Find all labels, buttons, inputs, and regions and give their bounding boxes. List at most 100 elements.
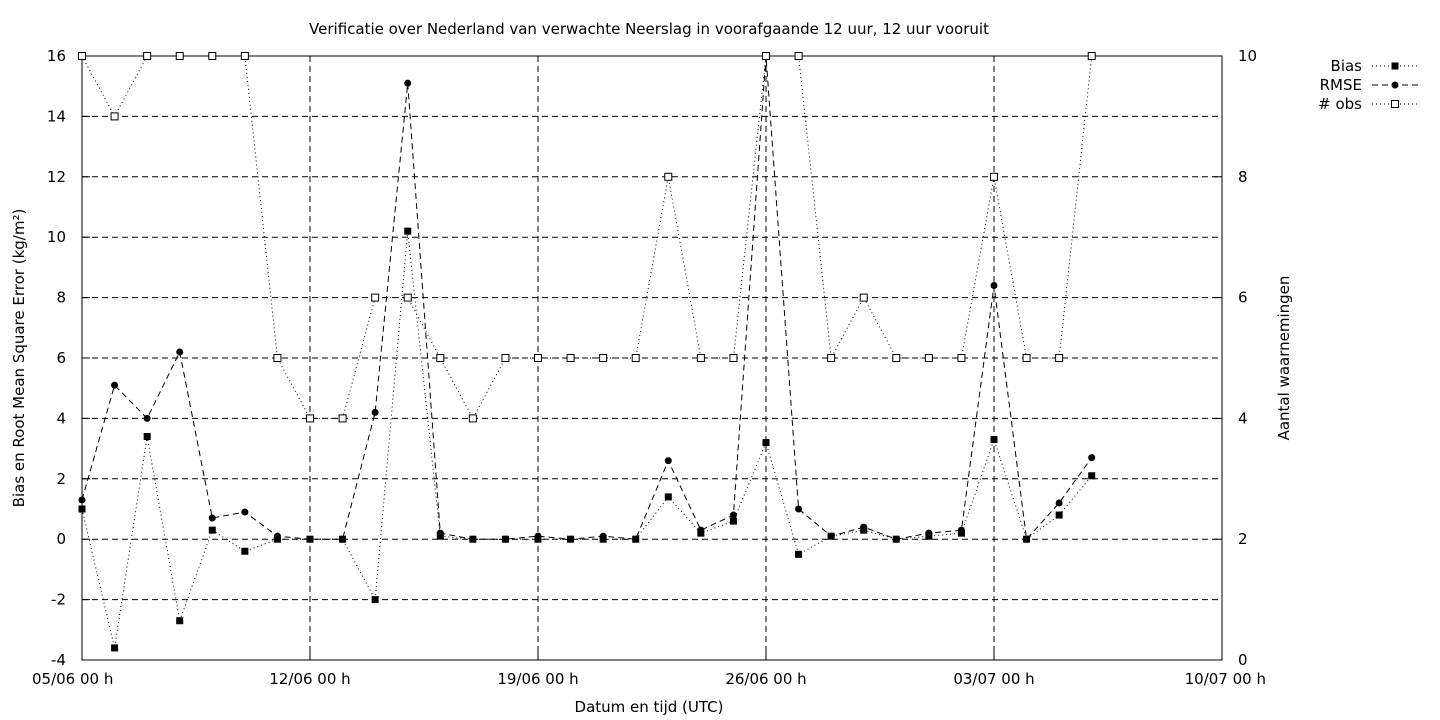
y2-tick-label: 0 [1238,651,1248,669]
legend-label-bias: Bias [1331,57,1363,75]
y-tick-label: 4 [56,409,66,427]
data-point-obs [1087,52,1096,60]
series-line-obs [81,55,1093,420]
data-point-obs [957,354,966,362]
legend-label-rmse: RMSE [1320,76,1362,94]
series-obs [78,52,1096,423]
y-tick-label: 14 [47,107,66,125]
data-point-rmse [436,529,444,537]
x-tick-label: 26/06 00 h [725,670,806,688]
data-point-rmse [827,532,835,540]
data-point-rmse [176,348,184,356]
x-tick-label: 03/07 00 h [953,670,1034,688]
y-axis-left: -4 -2 0 2 4 6 8 10 12 14 16 [47,47,90,669]
data-point-obs [924,354,933,362]
data-point-obs [175,52,184,60]
grid [82,56,1222,660]
y-tick-label: 2 [56,470,66,488]
data-point-obs [208,52,217,60]
data-point-obs [468,414,477,423]
y2-tick-label: 4 [1238,409,1248,427]
legend-marker-obs [1391,100,1399,108]
data-point-rmse [404,79,412,87]
y-tick-label: 16 [47,47,66,65]
y-tick-label: 12 [47,168,66,186]
data-point-rmse [664,457,672,465]
data-point-rmse [1088,454,1096,462]
x-tick-label: 19/06 00 h [497,670,578,688]
y-tick-label: 0 [56,530,66,548]
data-point-obs [631,354,640,362]
series-layer [78,52,1096,652]
data-point-bias [990,436,998,444]
data-point-rmse [273,532,281,540]
data-point-obs [78,52,86,60]
x-tick-label: 10/07 00 h [1185,670,1266,688]
y-tick-label: -4 [51,651,66,669]
data-point-obs [501,354,510,362]
legend-marker-rmse [1391,81,1399,89]
data-point-obs [273,354,282,362]
data-point-bias [176,617,184,625]
series-bias [78,227,1096,652]
y-tick-label: 10 [47,228,66,246]
data-point-bias [1088,472,1096,480]
data-point-rmse [860,523,868,531]
data-point-obs [859,293,868,302]
data-point-bias [78,505,86,513]
data-point-obs [436,354,445,362]
data-point-rmse [892,535,900,543]
data-point-obs [599,354,608,362]
y2-tick-label: 10 [1238,47,1257,65]
data-point-obs [729,354,738,362]
data-point-obs [696,354,705,362]
data-point-obs [110,112,119,121]
data-point-rmse [697,526,705,534]
data-point-rmse [795,505,803,513]
chart-title: Verificatie over Nederland van verwachte… [309,20,989,38]
data-point-rmse [111,381,119,389]
data-point-obs [566,354,575,362]
data-point-rmse [990,282,998,290]
data-point-bias [729,517,737,525]
data-point-rmse [371,408,379,416]
legend-label-obs: # obs [1318,95,1362,113]
data-point-bias [111,644,119,652]
data-point-rmse [567,535,575,543]
data-point-rmse [501,535,509,543]
y2-tick-label: 8 [1238,168,1248,186]
data-point-obs [240,52,249,60]
data-point-obs [534,354,542,362]
data-point-rmse [143,414,151,422]
data-point-obs [827,354,836,362]
data-point-bias [1055,511,1063,519]
data-point-obs [338,414,347,423]
data-point-bias [762,439,770,447]
y-axis-label-right: Aantal waarnemingen [1275,276,1293,441]
y-axis-right: 0 2 4 6 8 10 [1214,47,1257,669]
data-point-rmse [1055,499,1063,507]
y-tick-label: 8 [56,289,66,307]
data-point-bias [371,596,379,604]
data-point-rmse [208,514,216,522]
data-point-obs [892,354,901,362]
data-point-rmse [729,511,737,519]
data-point-obs [403,293,412,302]
x-tick-label: 05/06 00 h [32,670,113,688]
data-point-rmse [78,496,86,504]
data-point-bias [795,550,803,558]
data-point-rmse [306,535,314,543]
data-point-rmse [957,526,965,534]
data-point-rmse [632,535,640,543]
x-axis: 05/06 00 h 12/06 00 h 19/06 00 h 26/06 00 h… [32,652,1266,688]
y2-tick-label: 2 [1238,530,1248,548]
data-point-obs [306,414,314,423]
y-tick-label: -2 [51,591,66,609]
y2-tick-label: 6 [1238,289,1248,307]
data-point-rmse [241,508,249,516]
y-axis-label-left: Bias en Root Mean Square Error (kg/m²) [10,209,28,508]
data-point-obs [664,172,673,181]
x-tick-label: 12/06 00 h [269,670,350,688]
